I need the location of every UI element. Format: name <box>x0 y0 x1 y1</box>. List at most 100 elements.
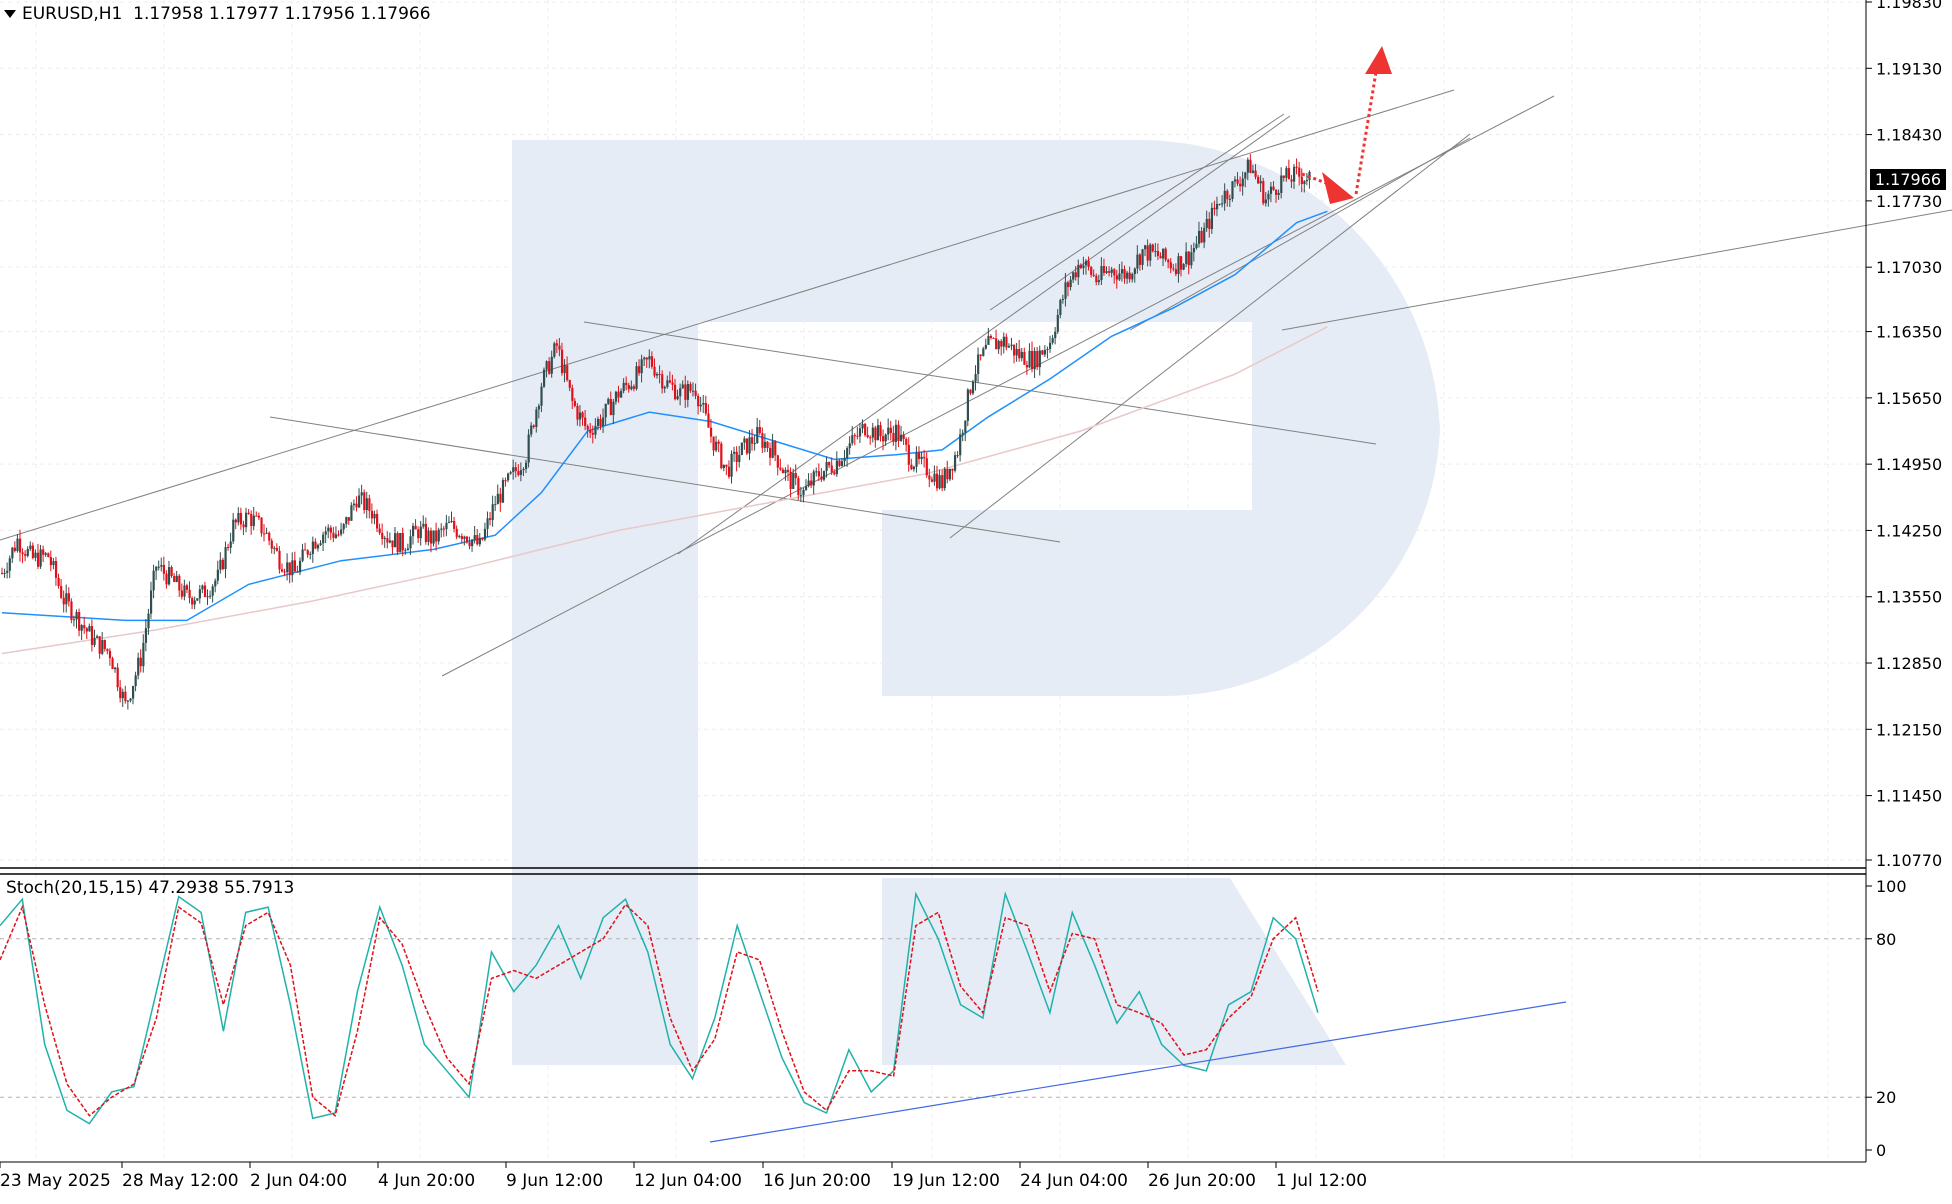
candle-bull <box>445 522 448 530</box>
candle-bull <box>1077 264 1080 278</box>
candle-bear <box>1079 264 1083 269</box>
candle-bear <box>376 513 379 529</box>
candle-bear <box>36 552 40 567</box>
candle-bull <box>1120 269 1124 274</box>
candle-bull <box>1056 314 1059 332</box>
candle-bear <box>1041 350 1044 355</box>
candle-bull <box>437 529 440 542</box>
price-tick-label: 1.17030 <box>1876 258 1942 277</box>
candle-bull <box>144 628 148 643</box>
time-tick-label: 28 May 12:00 <box>122 1171 239 1191</box>
ohlc-values: 1.17958 1.17977 1.17956 1.17966 <box>133 4 431 24</box>
candle-bear <box>465 536 469 543</box>
candle-bear <box>293 560 297 572</box>
candle-bear <box>278 550 281 570</box>
candle-bear <box>476 535 479 545</box>
candle-bull <box>1303 181 1306 185</box>
candle-bear <box>781 469 785 474</box>
candle-bull <box>743 438 746 443</box>
candle-bear <box>1236 179 1239 184</box>
symbol-header[interactable]: EURUSD,H1 1.17958 1.17977 1.17956 1.1796… <box>4 4 431 24</box>
candle-bear <box>697 395 700 407</box>
candle-bull <box>507 473 510 481</box>
candle-bear <box>1031 350 1034 370</box>
candle-bull <box>411 525 415 537</box>
candle-bear <box>257 515 261 518</box>
candle-bull <box>984 344 987 349</box>
candle-bull <box>545 361 548 370</box>
time-tick-label: 24 Jun 04:00 <box>1020 1171 1128 1191</box>
candle-bear <box>247 512 250 514</box>
candle-bull <box>149 590 153 614</box>
candle-bear <box>424 523 428 542</box>
price-tick-label: 1.18430 <box>1876 126 1942 145</box>
candle-bull <box>152 570 155 591</box>
candle-bear <box>745 438 749 454</box>
candle-bear <box>1115 275 1118 280</box>
candle-bear <box>1013 344 1016 356</box>
candle-bear <box>70 601 73 620</box>
candle-bear <box>1169 262 1172 269</box>
candle-bull <box>406 548 410 551</box>
candle-bear <box>499 493 502 503</box>
candle-bull <box>101 640 104 654</box>
candle-bear <box>1005 336 1008 348</box>
candle-bull <box>198 589 201 599</box>
candle-bull <box>614 391 618 402</box>
chevron-down-icon[interactable] <box>4 10 16 18</box>
candle-bear <box>591 432 594 435</box>
trendline <box>989 113 1285 311</box>
candle-bear <box>720 443 723 469</box>
candle-bear <box>111 658 114 670</box>
logo-stem <box>512 140 698 1065</box>
candle-bull <box>483 528 487 540</box>
candle-bear <box>956 455 959 457</box>
candle-bear <box>820 476 823 480</box>
candle-bull <box>322 534 325 544</box>
candle-bull <box>1007 346 1011 348</box>
candle-bull <box>643 357 646 360</box>
candle-bull <box>1126 272 1129 279</box>
candle-bull <box>486 518 489 529</box>
candle-bear <box>869 437 872 439</box>
time-tick-label: 19 Jun 12:00 <box>892 1171 1000 1191</box>
candle-bull <box>542 369 546 387</box>
candle-bull <box>804 486 808 490</box>
candle-bull <box>1010 344 1013 347</box>
candle-bull <box>563 365 566 374</box>
candle-bear <box>1159 256 1162 259</box>
candle-bull <box>1203 227 1206 243</box>
trendlines[interactable] <box>0 89 1952 677</box>
candle-bear <box>1102 266 1106 273</box>
candle-bull <box>1215 203 1219 210</box>
candle-bear <box>774 441 777 456</box>
candle-bull <box>458 536 461 538</box>
candle-bull <box>679 388 682 397</box>
logo-leg <box>882 878 1346 1065</box>
candle-bull <box>167 567 171 585</box>
candle-bear <box>776 455 779 468</box>
candle-bull <box>1131 273 1134 280</box>
candle-bull <box>1051 338 1054 343</box>
stochastic-label: Stoch(20,15,15) 47.2938 55.7913 <box>6 878 295 898</box>
candle-bull <box>1293 166 1296 182</box>
candle-bear <box>255 515 258 517</box>
candle-bear <box>1290 179 1293 182</box>
candle-bear <box>1272 186 1275 190</box>
candle-bull <box>491 504 494 520</box>
candle-bear <box>589 429 592 433</box>
candle-bull <box>1231 181 1234 199</box>
candle-bull <box>383 538 386 540</box>
candle-bull <box>861 423 864 429</box>
candle-bull <box>93 637 96 645</box>
candle-bear <box>817 471 821 477</box>
candle-bull <box>75 611 78 620</box>
candle-bear <box>1180 256 1183 270</box>
price-tick-label: 1.19830 <box>1876 0 1942 12</box>
candle-bull <box>6 570 9 573</box>
candle-bull <box>1285 168 1288 178</box>
candle-bear <box>1066 282 1070 288</box>
candle-bear <box>227 547 230 549</box>
candle-bear <box>263 533 266 535</box>
